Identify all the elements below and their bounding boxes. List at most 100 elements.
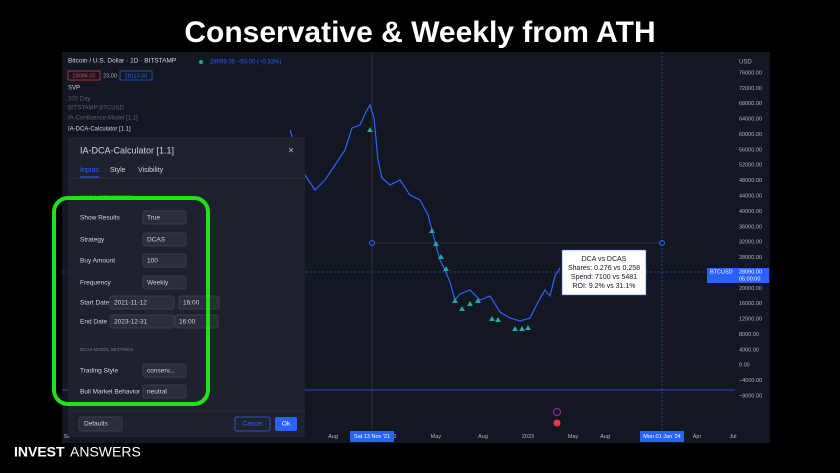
tooltip-roi: ROI: 9.2% vs 31.1% — [572, 283, 635, 290]
symbol-title: Bitcoin / U.S. Dollar · 1D · BITSTAMP — [68, 58, 176, 65]
slide-title: Conservative & Weekly from ATH — [184, 16, 655, 49]
tooltip-shares: Shares: 0.276 vs 0.258 — [568, 265, 640, 272]
ok-label: Ok — [282, 421, 291, 428]
field-value: neutral — [147, 389, 167, 396]
time-axis-label: 2023 — [522, 434, 534, 440]
price-axis-label: 40000.00 — [739, 209, 762, 215]
price-axis-label: 16000.00 — [739, 301, 762, 307]
time-axis-label: Aug — [478, 434, 488, 440]
sell-button[interactable] — [67, 70, 101, 81]
price-axis-label: 4000.00 — [739, 347, 759, 353]
price-axis-label: 56000.00 — [739, 147, 762, 153]
input[interactable] — [142, 253, 187, 268]
market-status — [199, 60, 203, 64]
time-axis-label: Se — [64, 434, 71, 440]
field-label: Buy Amount — [80, 258, 115, 265]
date-input[interactable] — [109, 314, 175, 329]
buy-button[interactable] — [119, 70, 153, 81]
tab[interactable]: Inputs — [80, 167, 100, 174]
field-value: DCAS — [147, 237, 166, 244]
field-value: 16:00 — [183, 300, 200, 307]
price-axis-label: −8000.00 — [739, 393, 762, 399]
time-axis-label: Aug — [328, 434, 338, 440]
price-axis-label: 72000.00 — [739, 86, 762, 92]
price-axis-label: 8000.00 — [739, 332, 759, 338]
field-label: Frequency — [80, 280, 111, 287]
field-label: End Date — [80, 319, 107, 326]
price-axis-label: 20000.00 — [739, 286, 762, 292]
select[interactable] — [142, 363, 187, 378]
price-axis-label: 60000.00 — [739, 132, 762, 138]
cancel-label: Cancel — [242, 421, 263, 428]
range-handle[interactable] — [369, 240, 375, 246]
field-label: Show Results — [80, 215, 120, 222]
range-handle[interactable] — [659, 240, 665, 246]
price-axis — [735, 52, 770, 443]
time-axis-label: 2 — [393, 434, 396, 440]
time-axis-label: May — [431, 434, 442, 440]
price-axis-label: 36000.00 — [739, 224, 762, 230]
field-value: True — [147, 215, 161, 222]
defaults-label: Defaults — [84, 421, 109, 428]
indicator[interactable]: 200 Day — [68, 97, 90, 103]
price-axis-label: 76000.00 — [739, 70, 762, 76]
close-button[interactable]: × — [288, 146, 294, 157]
field-label: Start Date — [80, 300, 110, 307]
brand-light: ANSWERS — [70, 444, 141, 460]
crosshair-date-box — [640, 431, 684, 442]
price-axis-label: 32000.00 — [739, 240, 762, 246]
field-value: 16:00 — [179, 319, 196, 326]
bid-price: 28086.00 — [73, 73, 96, 79]
price-axis-label: 0.00 — [739, 363, 750, 369]
price-axis-label: 68000.00 — [739, 101, 762, 107]
settings-dialog: IA-DCA-Calculator [1.1] × Inputs Style V… — [68, 137, 305, 437]
defaults-button[interactable] — [78, 416, 123, 432]
field-value: 2023-12-31 — [114, 319, 148, 326]
field-label: Strategy — [80, 237, 105, 244]
price-series — [289, 103, 561, 322]
indicator[interactable]: BITSTAMP:BTCUSD — [68, 106, 125, 112]
field-label: Bull Market Behavior — [80, 389, 141, 396]
dialog-title: IA-DCA-Calculator [1.1] — [80, 145, 174, 155]
select[interactable] — [142, 275, 187, 290]
select[interactable] — [142, 232, 187, 247]
cancel-button[interactable] — [234, 416, 271, 432]
brand-bold: INVEST — [14, 444, 65, 460]
highlight-outline — [52, 196, 210, 406]
indicator[interactable]: IA-Confluence-Model [1.1] — [68, 116, 138, 122]
price-tag-countdown: 05:00:00 — [739, 276, 760, 282]
field-value: 2021-11-12 — [114, 300, 147, 307]
price-axis-label: 28000.00 — [739, 255, 762, 261]
tab[interactable]: Style — [110, 167, 126, 174]
field-value: 100 — [147, 258, 158, 265]
crosshair-date-box — [350, 431, 394, 442]
price-axis-label: 44000.00 — [739, 194, 762, 200]
last-price: 28099.00 −50.00 (−0.33%) — [210, 60, 281, 66]
price-tag-symbol: BTCUSD — [710, 269, 733, 275]
price-axis-label: 48000.00 — [739, 178, 762, 184]
event-icon[interactable] — [553, 419, 561, 427]
field-value: Weekly — [147, 280, 169, 287]
time-axis-label: May — [568, 434, 579, 440]
time-axis-label: Mon 01 Jan '24 — [643, 434, 680, 440]
tooltip-spend: Spend: 7100 vs 5481 — [571, 274, 637, 281]
select[interactable] — [142, 210, 187, 225]
time-axis-label: Sat 13 Nov '21 — [354, 434, 390, 440]
time-axis-label: Apr — [693, 434, 702, 440]
field-value: conserv... — [147, 368, 175, 375]
ok-button[interactable] — [275, 417, 297, 431]
price-tag-value: 28090.00 — [739, 269, 762, 275]
date-input[interactable] — [109, 295, 175, 310]
event-icon[interactable] — [553, 408, 561, 416]
tab[interactable]: Visibility — [138, 167, 164, 174]
indicator[interactable]: SVP — [68, 86, 80, 92]
dialog-panel — [68, 137, 305, 437]
price-tag — [707, 268, 769, 283]
select[interactable] — [142, 384, 187, 399]
indicator[interactable]: IA-DCA-Calculator [1.1] — [68, 127, 131, 133]
currency-label: USD — [739, 60, 752, 66]
tooltip-heading: DCA vs DCAS — [582, 256, 627, 263]
price-axis-label: −4000.00 — [739, 378, 762, 384]
spread: 23.00 — [103, 73, 117, 79]
